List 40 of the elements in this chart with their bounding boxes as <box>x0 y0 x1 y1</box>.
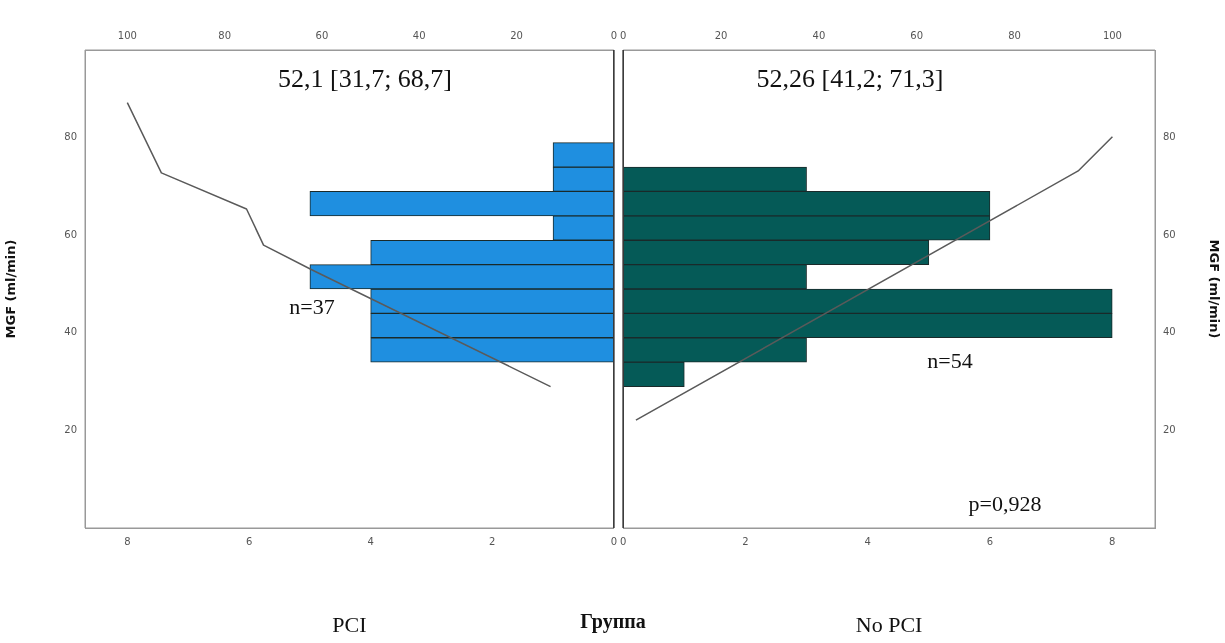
x-tick-label: 2 <box>489 535 496 547</box>
x-tick-label: 6 <box>245 535 253 547</box>
x-tick-label: 6 <box>986 535 994 547</box>
y-axis-title: MGF (ml/min) <box>3 239 19 339</box>
y-tick-label: 60 <box>64 228 77 240</box>
x2-tick-label: 80 <box>218 29 231 41</box>
annotation: 52,1 [31,7; 68,7] <box>277 63 453 93</box>
y-tick-label: 80 <box>64 131 77 143</box>
y-axis-title: MGF (ml/min) <box>1206 239 1222 339</box>
x2-tick-label: 40 <box>812 29 826 41</box>
annotation: 52,26 [41,2; 71,3] <box>756 63 944 93</box>
x2-tick-label: 40 <box>412 29 426 41</box>
x2-tick-label: 0 <box>619 29 627 41</box>
x2-tick-label: 0 <box>610 29 618 41</box>
y-tick-label: 20 <box>64 424 77 436</box>
annotation: n=37 <box>289 293 335 319</box>
x2-tick-label: 80 <box>1008 29 1021 41</box>
y-tick-label: 60 <box>1163 228 1176 240</box>
x-tick-label: 8 <box>1109 535 1116 547</box>
annotation: n=54 <box>927 347 973 373</box>
x-tick-label: 4 <box>864 535 871 547</box>
x2-tick-label: 100 <box>117 29 137 41</box>
x-tick-label: 0 <box>610 535 618 547</box>
x2-tick-label: 20 <box>714 29 728 41</box>
x2-tick-label: 100 <box>1102 29 1122 41</box>
y-tick-label: 80 <box>1163 131 1176 143</box>
annotation: p=0,928 <box>968 490 1042 516</box>
y-tick-label: 40 <box>1163 326 1176 338</box>
x-tick-label: 4 <box>367 535 374 547</box>
x-axis-title: PCI <box>332 611 367 637</box>
y-tick-label: 20 <box>1163 424 1176 436</box>
text: Группа <box>579 610 647 633</box>
x-tick-label: 0 <box>619 535 627 547</box>
x2-tick-label: 60 <box>910 29 924 41</box>
x-tick-label: 2 <box>742 535 749 547</box>
y-tick-label: 40 <box>64 326 77 338</box>
x2-tick-label: 20 <box>510 29 523 41</box>
x-axis-title: No PCI <box>855 611 923 637</box>
x2-tick-label: 60 <box>315 29 329 41</box>
x-tick-label: 8 <box>124 535 131 547</box>
